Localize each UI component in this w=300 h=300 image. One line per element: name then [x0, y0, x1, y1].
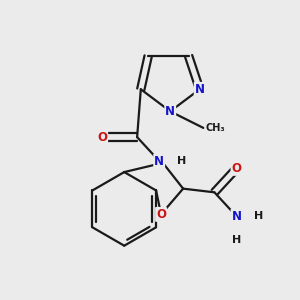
- Text: N: N: [232, 210, 242, 223]
- Text: N: N: [165, 105, 175, 118]
- Text: N: N: [195, 83, 205, 96]
- Text: N: N: [154, 154, 164, 167]
- Text: O: O: [97, 130, 107, 144]
- Text: CH₃: CH₃: [205, 123, 225, 133]
- Text: H: H: [232, 235, 241, 245]
- Text: H: H: [254, 211, 263, 221]
- Text: H: H: [177, 156, 186, 166]
- Text: O: O: [232, 162, 242, 175]
- Text: O: O: [156, 208, 166, 221]
